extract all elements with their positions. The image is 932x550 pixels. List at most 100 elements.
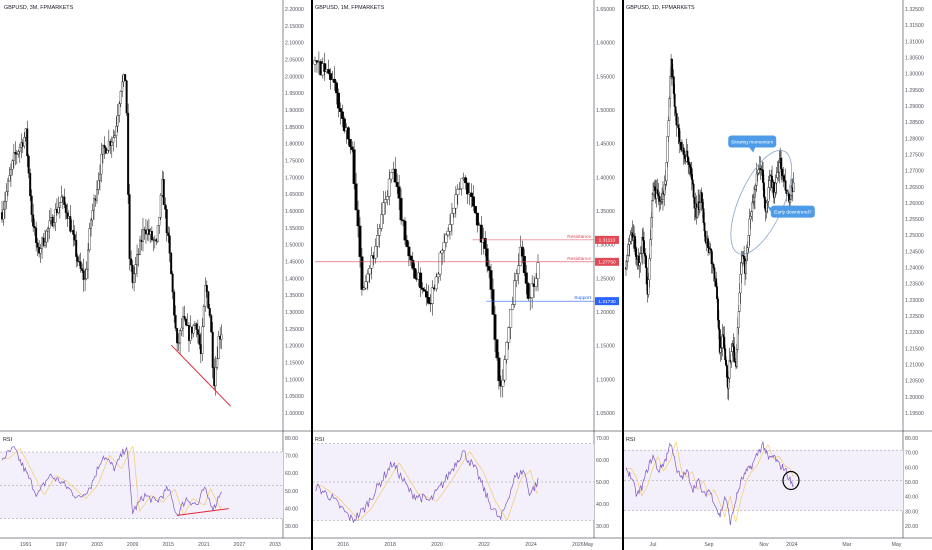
candle-body <box>170 252 173 275</box>
candle-body <box>780 158 783 170</box>
panel-2-price-tick-label: 1.30000 <box>596 243 615 249</box>
candle-body <box>174 315 177 329</box>
candle-body <box>333 78 337 83</box>
candle-body <box>395 182 399 187</box>
panel-3-price-tick-label: 1.32500 <box>905 7 924 13</box>
candle-body <box>164 204 167 210</box>
candle-body <box>667 120 670 137</box>
panel-3-time-tick-label: Nov <box>759 542 769 548</box>
panel-3-rsi-title: RSI <box>626 437 635 443</box>
candle-body <box>207 291 210 309</box>
candle-body <box>649 239 652 260</box>
support-price-tag: 1.21730 <box>598 299 616 305</box>
candle-body <box>428 303 432 305</box>
panel-3-price-tick-label: 1.30500 <box>905 55 924 61</box>
candle-body <box>446 231 450 236</box>
panel-3-time-tick-label: May <box>892 542 902 548</box>
candle-body <box>18 147 21 152</box>
candle-body <box>205 285 208 292</box>
candle-body <box>358 225 362 257</box>
candle-body <box>765 202 768 212</box>
panel-3-time-tick-label: Mar <box>842 542 851 548</box>
candle-body <box>82 270 85 280</box>
panel-3-title: GBPUSD, 1D, FPMARKETS <box>626 5 695 11</box>
panel-3-price-tick-label: 1.24500 <box>905 249 924 255</box>
callout-pointer-1 <box>766 205 773 215</box>
candle-body <box>730 351 733 362</box>
candle-body <box>118 103 121 116</box>
candle-body <box>688 161 691 165</box>
candle-body <box>735 349 738 367</box>
candle-body <box>202 306 205 327</box>
candle-body <box>124 74 127 81</box>
candle-body <box>479 224 483 243</box>
candle-body <box>745 253 748 262</box>
panel-3-price-tick-label: 1.30000 <box>905 72 924 78</box>
candle-body <box>458 188 462 190</box>
candle-body <box>42 237 45 246</box>
panel-3-rsi-tick-label: 40.00 <box>905 495 918 501</box>
candle-body <box>747 235 750 248</box>
candle-body <box>489 270 493 290</box>
candle-body <box>29 173 32 197</box>
candle-body <box>757 169 760 174</box>
candle-body <box>716 286 718 300</box>
candle-body <box>707 238 709 248</box>
panel-1-price-tick-label: 1.70000 <box>285 175 304 181</box>
panel-1-price-tick-label: 1.55000 <box>285 226 304 232</box>
panel-3-rsi-tick-label: 30.00 <box>905 509 918 515</box>
candle-body <box>87 249 90 270</box>
candle-body <box>84 278 87 280</box>
candle-body <box>725 359 728 366</box>
candle-body <box>629 234 632 242</box>
candle-body <box>487 266 491 271</box>
candle-body <box>201 326 204 354</box>
candle-body <box>352 149 356 184</box>
candle-body <box>634 248 637 257</box>
panel-2-time-tick-label: 2016 <box>337 542 349 548</box>
panel-1-price-tick-label: 1.30000 <box>285 310 304 316</box>
panel-1-price-tick-label: 1.65000 <box>285 192 304 198</box>
candle-body <box>79 261 82 269</box>
candle-body <box>329 73 333 80</box>
candle-body <box>509 309 513 328</box>
candle-body <box>742 254 745 257</box>
candle-body <box>768 180 771 188</box>
candle-body <box>456 189 460 195</box>
candle-body <box>128 194 131 259</box>
candle-body <box>466 182 470 195</box>
panel-3-price-tick-label: 1.28000 <box>905 136 924 142</box>
panel-1-price-tick-label: 1.45000 <box>285 260 304 266</box>
candle-body <box>672 76 675 95</box>
candle-body <box>183 316 186 320</box>
candle-body <box>36 242 39 248</box>
panel-2-price-tick-label: 1.55000 <box>596 74 615 80</box>
candle-body <box>475 212 479 226</box>
candle-body <box>740 262 743 275</box>
resistance-lower-price-tag: 1.27750 <box>598 260 616 266</box>
candle-body <box>26 128 29 157</box>
candle-body <box>754 185 757 190</box>
panel-3-rsi-tick-label: 50.00 <box>905 480 918 486</box>
panel-3-price-tick-label: 1.27000 <box>905 169 924 175</box>
panel-3-rsi-line <box>625 440 794 526</box>
candle-body <box>39 248 42 254</box>
candle-body <box>701 202 704 209</box>
candle-body <box>69 216 72 232</box>
candle-body <box>744 260 747 274</box>
candle-body <box>64 204 67 214</box>
callout-bubble-0 <box>728 135 777 148</box>
candle-body <box>165 209 168 234</box>
candle-body <box>15 153 18 155</box>
candle-body <box>81 268 84 271</box>
panel-3-time-tick-label: Jul <box>650 542 657 548</box>
candle-body <box>378 228 382 236</box>
candle-body <box>702 208 705 223</box>
candle-body <box>30 195 33 215</box>
candle-body <box>142 229 144 243</box>
candle-body <box>738 292 741 312</box>
panel-1-rsi-tick-label: 70.00 <box>285 454 298 460</box>
panel-3-price-tick-label: 1.20000 <box>905 395 924 401</box>
candle-body <box>663 183 666 195</box>
candle-body <box>493 314 497 340</box>
